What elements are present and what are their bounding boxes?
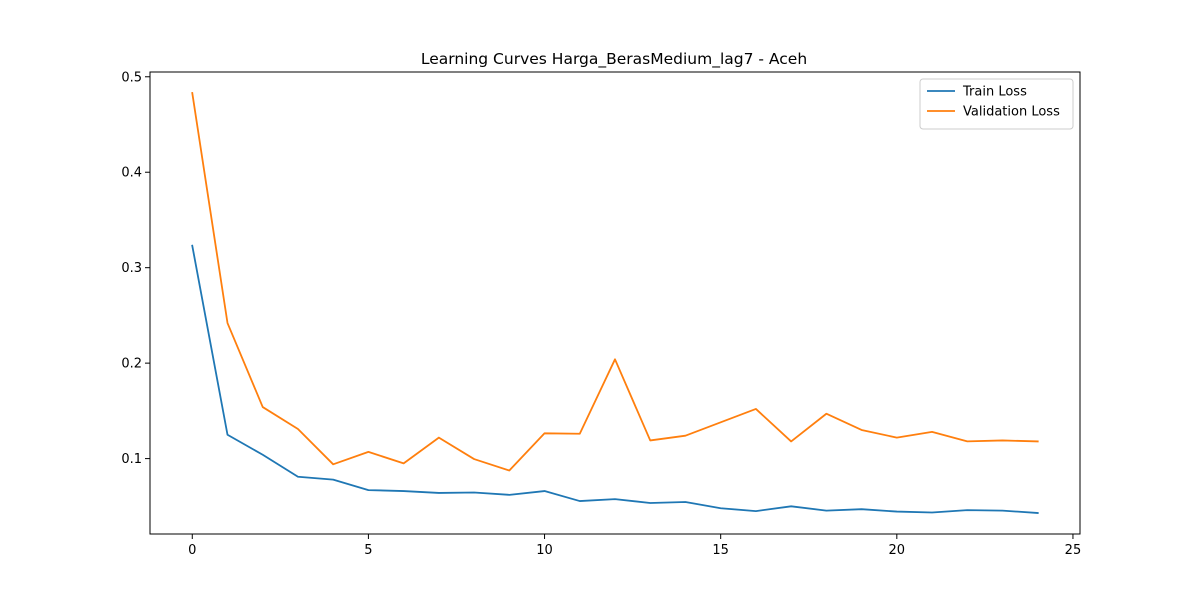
- series-group: [191, 91, 1039, 514]
- axes-frame: [149, 71, 1081, 535]
- series-line-train-loss: [191, 244, 1039, 514]
- legend: Train Loss Validation Loss: [919, 78, 1074, 130]
- y-tick-label: 0.4: [121, 166, 142, 181]
- y-tick-label: 0.2: [121, 357, 142, 372]
- x-tick-label: 15: [712, 543, 729, 558]
- chart-title: Learning Curves Harga_BerasMedium_lag7 -…: [421, 50, 807, 69]
- legend-label: Validation Loss: [963, 105, 1060, 120]
- x-tick-label: 5: [364, 543, 372, 558]
- y-tick-label: 0.5: [121, 70, 142, 85]
- x-tick-label: 25: [1065, 543, 1082, 558]
- x-tick-label: 20: [889, 543, 906, 558]
- y-tick-label: 0.1: [121, 452, 142, 467]
- legend-label: Train Loss: [962, 85, 1027, 100]
- x-tick-label: 10: [536, 543, 553, 558]
- y-tick-label: 0.3: [121, 261, 142, 276]
- x-axis: 0 5 10 15 20 25: [188, 534, 1081, 558]
- y-axis: 0.1 0.2 0.3 0.4 0.5: [121, 70, 150, 467]
- series-line-validation-loss: [191, 91, 1039, 472]
- plot-area: [149, 71, 1081, 535]
- legend-box: [919, 78, 1074, 130]
- x-tick-label: 0: [188, 543, 196, 558]
